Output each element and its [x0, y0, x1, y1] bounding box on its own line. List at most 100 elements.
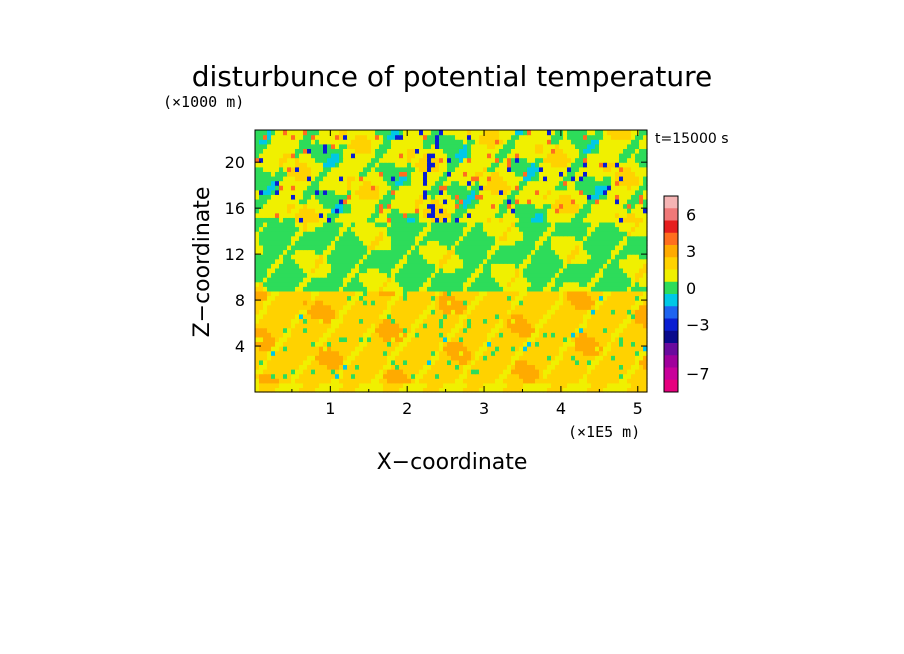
field-cell [367, 217, 372, 223]
field-cell [295, 341, 300, 347]
field-cell [275, 212, 280, 218]
field-cell [375, 185, 380, 191]
field-cell [483, 359, 488, 366]
field-cell [511, 277, 516, 283]
field-cell [551, 313, 556, 320]
field-cell [391, 198, 396, 205]
field-cell [595, 166, 600, 172]
field-cell [551, 235, 556, 241]
field-cell [579, 318, 584, 324]
field-cell [483, 208, 488, 214]
field-cell [591, 212, 596, 218]
field-cell [335, 359, 340, 366]
field-cell [347, 327, 352, 333]
field-cell [311, 332, 316, 338]
field-cell [387, 272, 392, 278]
field-cell [467, 359, 472, 366]
field-cell [415, 272, 420, 278]
field-cell [567, 295, 572, 301]
field-cell [547, 355, 552, 361]
field-cell [587, 286, 592, 292]
field-cell [363, 212, 368, 218]
field-cell [299, 254, 304, 260]
field-cell [499, 313, 504, 320]
field-cell [399, 221, 404, 228]
field-cell [483, 235, 488, 241]
field-cell [563, 350, 568, 356]
field-cell [267, 267, 272, 274]
field-cell [599, 162, 604, 168]
field-cell [407, 277, 412, 283]
field-cell [559, 355, 564, 361]
field-cell [643, 231, 648, 237]
field-cell [595, 235, 600, 241]
field-cell [427, 221, 432, 228]
field-cell [263, 290, 268, 297]
field-cell [523, 267, 528, 274]
field-cell [431, 171, 436, 177]
field-cell [519, 258, 524, 264]
field-cell [339, 369, 344, 375]
field-cell [567, 175, 572, 182]
field-cell [351, 180, 356, 186]
field-cell [335, 185, 340, 191]
field-cell [267, 198, 272, 205]
field-cell [407, 369, 412, 375]
field-cell [255, 387, 260, 393]
field-cell [555, 212, 560, 218]
field-cell [267, 235, 272, 241]
field-cell [551, 382, 556, 389]
field-cell [259, 263, 264, 269]
field-cell [607, 249, 612, 255]
field-cell [535, 359, 540, 366]
field-cell [515, 346, 520, 352]
field-cell [319, 350, 324, 356]
field-cell [559, 231, 564, 237]
field-cell [411, 327, 416, 333]
field-cell [531, 355, 536, 361]
field-cell [563, 194, 568, 200]
field-cell [323, 277, 328, 283]
field-cell [263, 203, 268, 209]
field-cell [391, 290, 396, 297]
field-cell [279, 226, 284, 232]
field-cell [571, 290, 576, 297]
field-cell [447, 194, 452, 200]
field-cell [311, 235, 316, 241]
field-cell [511, 231, 516, 237]
field-cell [535, 313, 540, 320]
field-cell [483, 162, 488, 168]
field-cell [619, 323, 624, 329]
field-cell [619, 235, 624, 241]
field-cell [459, 336, 464, 343]
field-cell [535, 180, 540, 186]
field-cell [595, 157, 600, 163]
field-cell [631, 281, 636, 287]
field-cell [627, 277, 632, 283]
field-cell [315, 180, 320, 186]
field-cell [271, 378, 276, 384]
field-cell [451, 212, 456, 218]
field-cell [299, 171, 304, 177]
field-cell [563, 332, 568, 338]
field-cell [259, 309, 264, 315]
field-cell [323, 286, 328, 292]
field-cell [559, 235, 564, 241]
field-cell [623, 254, 628, 260]
field-cell [455, 198, 460, 205]
field-cell [495, 240, 500, 246]
field-cell [543, 217, 548, 223]
field-cell [351, 175, 356, 182]
field-cell [495, 226, 500, 232]
field-cell [463, 277, 468, 283]
field-cell [579, 198, 584, 205]
field-cell [479, 387, 484, 393]
field-cell [599, 203, 604, 209]
field-cell [639, 254, 644, 260]
field-cell [347, 258, 352, 264]
field-cell [311, 180, 316, 186]
field-cell [503, 249, 508, 255]
field-cell [635, 198, 640, 205]
field-cell [431, 208, 436, 214]
field-cell [311, 382, 316, 389]
